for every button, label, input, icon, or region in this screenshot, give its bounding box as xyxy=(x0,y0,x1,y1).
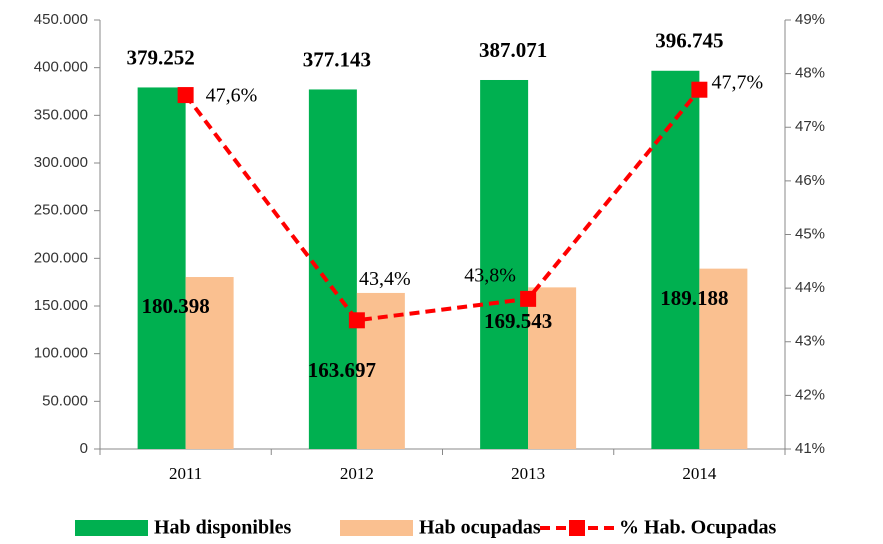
y2-tick-label: 42% xyxy=(795,386,825,403)
y2-tick-label: 49% xyxy=(795,11,825,28)
y-tick-label: 400.000 xyxy=(34,59,88,76)
data-label: 43,8% xyxy=(464,264,516,286)
line-marker xyxy=(177,87,194,104)
legend-label: Hab ocupadas xyxy=(419,517,541,539)
x-tick-label: 2012 xyxy=(340,464,374,483)
y2-tick-label: 43% xyxy=(795,333,825,350)
data-label: 387.071 xyxy=(479,38,547,62)
y-tick-label: 300.000 xyxy=(34,154,88,171)
y-tick-label: 350.000 xyxy=(34,106,88,123)
data-label: 169.543 xyxy=(484,309,552,333)
y2-tick-label: 46% xyxy=(795,172,825,189)
line-marker xyxy=(520,290,537,307)
legend-label: % Hab. Ocupadas xyxy=(619,517,776,539)
y2-tick-label: 41% xyxy=(795,440,825,457)
bar xyxy=(480,79,529,449)
legend-swatch xyxy=(569,520,585,536)
data-label: 43,4% xyxy=(359,268,411,290)
y-tick-label: 250.000 xyxy=(34,202,88,219)
line-marker xyxy=(691,81,708,98)
legend-label: Hab disponibles xyxy=(154,517,292,539)
x-tick-label: 2011 xyxy=(169,464,202,483)
bar xyxy=(308,89,357,450)
data-label: 47,7% xyxy=(712,71,764,93)
bar xyxy=(185,277,234,449)
y2-tick-label: 47% xyxy=(795,118,825,135)
y2-tick-label: 45% xyxy=(795,225,825,242)
y-tick-label: 0 xyxy=(80,440,88,457)
bar xyxy=(528,287,577,449)
data-label: 47,6% xyxy=(206,85,258,107)
y-tick-label: 100.000 xyxy=(34,345,88,362)
line xyxy=(184,88,701,323)
data-label: 396.745 xyxy=(655,29,723,53)
line-marker xyxy=(348,312,365,329)
bar xyxy=(699,268,748,449)
bar xyxy=(137,87,186,450)
y2-tick-label: 44% xyxy=(795,279,825,296)
x-tick-label: 2013 xyxy=(511,464,545,483)
legend-swatch xyxy=(75,520,148,536)
legend-swatch xyxy=(340,520,413,536)
y-tick-label: 50.000 xyxy=(42,392,88,409)
data-label: 163.697 xyxy=(308,358,376,382)
data-label: 180.398 xyxy=(142,294,210,318)
x-tick-label: 2014 xyxy=(682,464,717,483)
data-label: 379.252 xyxy=(127,45,195,69)
bar xyxy=(651,70,700,449)
y-tick-label: 200.000 xyxy=(34,249,88,266)
data-label: 377.143 xyxy=(303,47,371,71)
y-tick-label: 150.000 xyxy=(34,297,88,314)
y2-tick-label: 48% xyxy=(795,65,825,82)
y-tick-label: 450.000 xyxy=(34,11,88,28)
data-label: 189.188 xyxy=(660,286,728,310)
